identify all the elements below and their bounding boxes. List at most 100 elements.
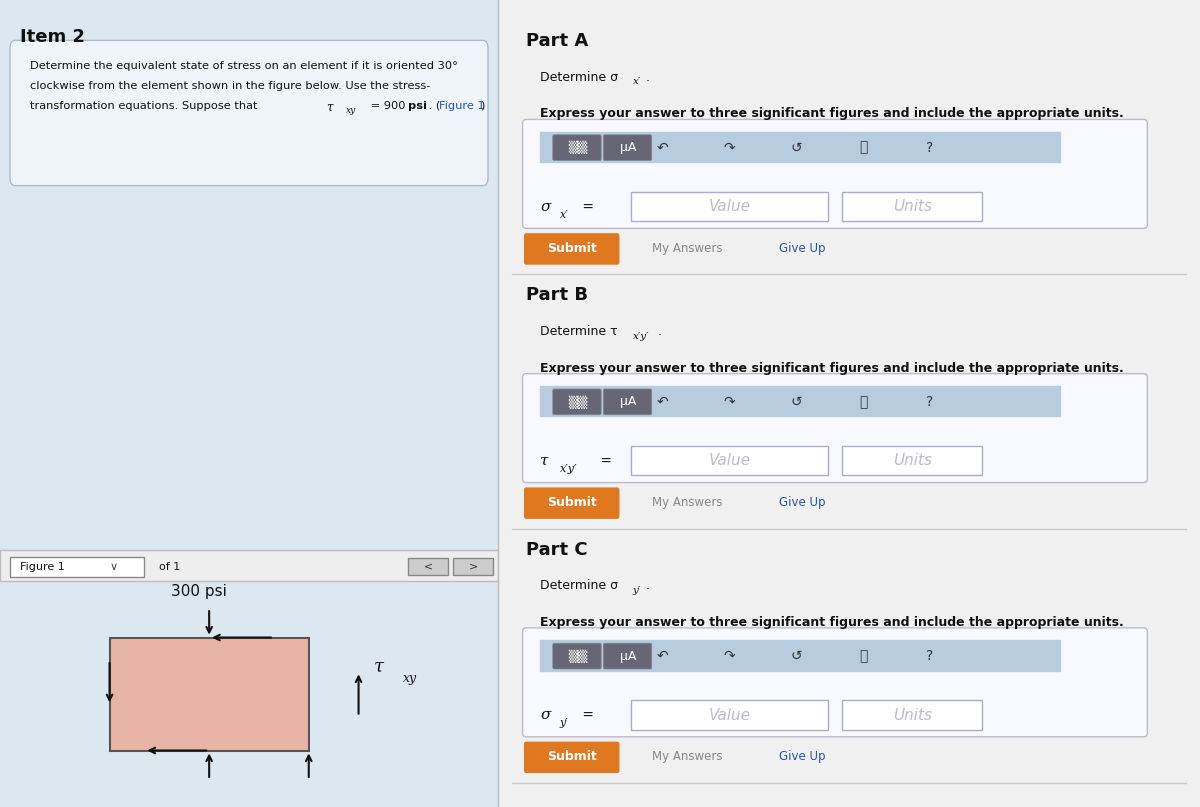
Text: =: = <box>578 199 594 214</box>
FancyBboxPatch shape <box>522 374 1147 483</box>
Text: τ: τ <box>540 454 548 468</box>
FancyBboxPatch shape <box>553 135 601 161</box>
Text: ⎕: ⎕ <box>859 395 868 409</box>
FancyBboxPatch shape <box>408 558 448 575</box>
Text: ?: ? <box>926 140 934 155</box>
Text: = 900: = 900 <box>366 101 406 111</box>
Text: My Answers: My Answers <box>653 496 722 509</box>
Text: Give Up: Give Up <box>779 242 826 255</box>
Text: transformation equations. Suppose that: transformation equations. Suppose that <box>30 101 262 111</box>
Text: Part B: Part B <box>526 286 588 304</box>
Text: clockwise from the element shown in the figure below. Use the stress-: clockwise from the element shown in the … <box>30 81 431 90</box>
FancyBboxPatch shape <box>631 192 828 221</box>
Text: ↷: ↷ <box>724 649 736 663</box>
Bar <box>540 386 1060 416</box>
Text: My Answers: My Answers <box>653 751 722 763</box>
Text: Value: Value <box>709 454 751 468</box>
Text: Determine σ: Determine σ <box>540 71 618 84</box>
FancyBboxPatch shape <box>842 192 983 221</box>
Text: Express your answer to three significant figures and include the appropriate uni: Express your answer to three significant… <box>540 362 1124 374</box>
Text: ▒▒: ▒▒ <box>568 141 587 154</box>
Text: ↶: ↶ <box>658 649 668 663</box>
Text: ↷: ↷ <box>724 140 736 155</box>
FancyBboxPatch shape <box>524 742 619 773</box>
Text: of 1: of 1 <box>160 562 181 571</box>
Text: Submit: Submit <box>547 751 596 763</box>
Text: 300 psi: 300 psi <box>172 584 227 599</box>
Text: .: . <box>646 71 649 84</box>
Text: Units: Units <box>893 454 931 468</box>
FancyBboxPatch shape <box>604 643 652 669</box>
Text: My Answers: My Answers <box>653 242 722 255</box>
Text: .: . <box>646 579 649 592</box>
Text: ⎕: ⎕ <box>859 649 868 663</box>
Text: .: . <box>658 325 662 338</box>
Bar <box>0 550 498 581</box>
Text: =: = <box>578 708 594 722</box>
Text: ): ) <box>480 101 485 111</box>
Text: τ: τ <box>326 101 332 114</box>
Text: Give Up: Give Up <box>779 496 826 509</box>
Text: xy: xy <box>403 671 418 684</box>
FancyBboxPatch shape <box>553 643 601 669</box>
FancyBboxPatch shape <box>524 487 619 519</box>
Text: Figure 1: Figure 1 <box>439 101 485 111</box>
Text: μA: μA <box>619 141 636 154</box>
Text: =: = <box>596 454 612 468</box>
Text: σ: σ <box>540 708 551 722</box>
Text: σ: σ <box>540 199 551 214</box>
Text: x′y′: x′y′ <box>632 332 649 341</box>
Bar <box>540 640 1060 671</box>
Text: Determine τ: Determine τ <box>540 325 618 338</box>
Text: . (: . ( <box>425 101 440 111</box>
Text: Submit: Submit <box>547 242 596 255</box>
Text: ↶: ↶ <box>658 140 668 155</box>
FancyBboxPatch shape <box>10 40 488 186</box>
Text: y′: y′ <box>632 586 641 595</box>
Text: x′: x′ <box>559 210 569 220</box>
Text: ?: ? <box>926 649 934 663</box>
Text: Give Up: Give Up <box>779 751 826 763</box>
FancyBboxPatch shape <box>454 558 493 575</box>
Text: ↺: ↺ <box>791 649 802 663</box>
Text: ↶: ↶ <box>658 395 668 409</box>
Text: y′: y′ <box>559 718 569 728</box>
Text: Determine σ: Determine σ <box>540 579 618 592</box>
FancyBboxPatch shape <box>631 446 828 475</box>
Text: Units: Units <box>893 708 931 722</box>
Text: τ: τ <box>373 658 384 676</box>
Text: Submit: Submit <box>547 496 596 509</box>
Text: Units: Units <box>893 199 931 214</box>
Text: ↺: ↺ <box>791 140 802 155</box>
FancyBboxPatch shape <box>604 389 652 415</box>
Text: Part A: Part A <box>526 32 588 50</box>
Text: x′: x′ <box>632 77 641 86</box>
Text: <: < <box>424 562 433 571</box>
FancyBboxPatch shape <box>522 119 1147 228</box>
Text: x′y′: x′y′ <box>559 464 577 474</box>
Text: xy: xy <box>346 106 356 115</box>
Text: ∨: ∨ <box>109 562 118 571</box>
Text: Express your answer to three significant figures and include the appropriate uni: Express your answer to three significant… <box>540 616 1124 629</box>
Text: Value: Value <box>709 199 751 214</box>
FancyBboxPatch shape <box>553 389 601 415</box>
Text: ▒▒: ▒▒ <box>568 650 587 663</box>
FancyBboxPatch shape <box>842 700 983 730</box>
Text: Value: Value <box>709 708 751 722</box>
FancyBboxPatch shape <box>842 446 983 475</box>
Text: Part C: Part C <box>526 541 588 558</box>
Bar <box>0 550 498 581</box>
Text: ?: ? <box>926 395 934 409</box>
Text: ↷: ↷ <box>724 395 736 409</box>
Text: ▒▒: ▒▒ <box>568 395 587 408</box>
FancyBboxPatch shape <box>604 135 652 161</box>
Bar <box>540 132 1060 162</box>
Text: Express your answer to three significant figures and include the appropriate uni: Express your answer to three significant… <box>540 107 1124 120</box>
Text: Figure 1: Figure 1 <box>20 562 65 571</box>
FancyBboxPatch shape <box>522 628 1147 737</box>
Text: psi: psi <box>408 101 427 111</box>
Text: >: > <box>468 562 478 571</box>
Text: μA: μA <box>619 650 636 663</box>
Text: ⎕: ⎕ <box>859 140 868 155</box>
Text: Item 2: Item 2 <box>20 28 85 46</box>
